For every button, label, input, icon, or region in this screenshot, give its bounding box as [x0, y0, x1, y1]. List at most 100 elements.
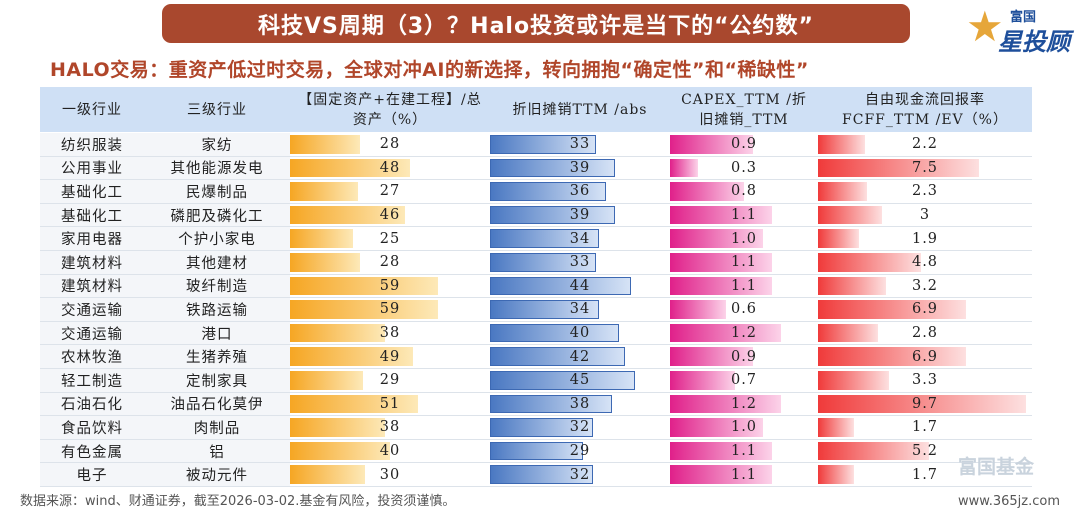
fixed-assets-cell: 48 [290, 156, 490, 181]
bar-fill [670, 394, 781, 414]
level3-industry-cell: 个护小家电 [144, 226, 290, 251]
level1-industry-cell: 建筑材料 [40, 250, 144, 275]
cell-value: 34 [569, 301, 591, 318]
bar-fill [670, 252, 772, 272]
cell-value: 1.1 [730, 443, 758, 460]
level1-industry-cell: 轻工制造 [40, 368, 144, 393]
table-row: 纺织服装 家纺 28 33 0.9 2.2 [40, 132, 1032, 157]
cell-value: 38 [569, 395, 591, 412]
table-row: 建筑材料 玻纤制造 59 44 1.1 3.2 [40, 274, 1032, 299]
level3-industry-cell: 港口 [144, 321, 290, 346]
cell-value: 29 [569, 443, 591, 460]
fcff-cell: 3 [818, 203, 1032, 228]
bar-fill [818, 300, 966, 319]
bar-fill [490, 276, 632, 296]
level1-industry-cell: 纺织服装 [40, 132, 144, 157]
bar-fill [818, 229, 859, 248]
bar-fill [818, 418, 855, 437]
bar-fill [670, 158, 698, 178]
bar-fill [818, 135, 866, 154]
header-level3: 三级行业 [144, 87, 290, 133]
header-capex-ratio: CAPEX_TTM /折旧摊销_TTM [670, 87, 818, 133]
cell-value: 46 [379, 207, 401, 224]
capex-ratio-cell: 0.8 [670, 179, 818, 204]
fixed-assets-cell: 25 [290, 226, 490, 251]
depreciation-cell: 36 [490, 179, 670, 204]
fcff-cell: 2.3 [818, 179, 1032, 204]
level1-industry-cell: 建筑材料 [40, 274, 144, 299]
bar-fill [290, 229, 353, 248]
bar-fill [818, 182, 868, 201]
bar-fill [670, 347, 754, 366]
cell-value: 32 [569, 466, 591, 483]
capex-ratio-cell: 1.1 [670, 274, 818, 299]
fcff-cell: 1.7 [818, 415, 1032, 440]
bar-fill [818, 158, 979, 178]
fcff-cell: 4.8 [818, 250, 1032, 275]
table-row: 基础化工 民爆制品 27 36 0.8 2.3 [40, 179, 1032, 204]
table-row: 交通运输 港口 38 40 1.2 2.8 [40, 321, 1032, 346]
depreciation-cell: 32 [490, 462, 670, 487]
cell-value: 30 [379, 466, 401, 483]
cell-value: 28 [379, 136, 401, 153]
bar-fill [290, 158, 410, 178]
cell-value: 44 [569, 277, 591, 294]
cell-value: 6.9 [911, 301, 939, 318]
bar-fill [290, 252, 360, 272]
cell-value: 3.3 [911, 372, 939, 389]
bar-fill [670, 465, 772, 484]
level1-industry-cell: 公用事业 [40, 156, 144, 181]
logo-top-text: 富国 [1010, 10, 1037, 25]
cell-value: 39 [569, 159, 591, 176]
level1-industry-cell: 交通运输 [40, 321, 144, 346]
page-title: 科技VS周期（3）？Halo投资或许是当下的“公约数” [257, 13, 814, 39]
depreciation-cell: 42 [490, 344, 670, 369]
bar-fill [490, 394, 613, 414]
capex-ratio-cell: 0.3 [670, 156, 818, 181]
bar-fill [670, 418, 763, 437]
level3-industry-cell: 油品石化莫伊 [144, 392, 290, 417]
level1-industry-cell: 交通运输 [40, 297, 144, 322]
bar-fill [818, 394, 1026, 414]
cell-value: 29 [379, 372, 401, 389]
header-fixed-assets: 【固定资产+在建工程】/总资产（%） [290, 87, 490, 133]
cell-value: 59 [379, 277, 401, 294]
level1-industry-cell: 基础化工 [40, 203, 144, 228]
table-row: 交通运输 铁路运输 59 34 0.6 6.9 [40, 297, 1032, 322]
cell-value: 0.8 [730, 183, 758, 200]
bar-fill [670, 300, 726, 319]
header-level1: 一级行业 [40, 87, 144, 133]
level3-industry-cell: 其他能源发电 [144, 156, 290, 181]
cell-value: 40 [569, 325, 591, 342]
fcff-cell: 3.2 [818, 274, 1032, 299]
cell-value: 1.2 [730, 325, 758, 342]
cell-value: 33 [569, 254, 591, 271]
capex-ratio-cell: 1.0 [670, 415, 818, 440]
depreciation-cell: 44 [490, 274, 670, 299]
fixed-assets-cell: 59 [290, 297, 490, 322]
cell-value: 1.0 [730, 419, 758, 436]
cell-value: 34 [569, 230, 591, 247]
level3-industry-cell: 肉制品 [144, 415, 290, 440]
level3-industry-cell: 生猪养殖 [144, 344, 290, 369]
capex-ratio-cell: 0.9 [670, 132, 818, 157]
bar-fill [818, 370, 889, 390]
cell-value: 32 [569, 419, 591, 436]
bar-fill [818, 465, 855, 484]
capex-ratio-cell: 0.7 [670, 368, 818, 393]
fixed-assets-cell: 59 [290, 274, 490, 299]
bar-fill [490, 441, 584, 461]
table-row: 电子 被动元件 30 32 1.1 1.7 [40, 462, 1032, 487]
table-row: 公用事业 其他能源发电 48 39 0.3 7.5 [40, 156, 1032, 181]
cell-value: 3.2 [911, 277, 939, 294]
cell-value: 6.9 [911, 348, 939, 365]
cell-value: 28 [379, 254, 401, 271]
depreciation-cell: 39 [490, 203, 670, 228]
source-note: 数据来源：wind、财通证券，截至2026-03-02.基金有风险，投资须谨慎。 [20, 494, 456, 509]
fcff-cell: 2.8 [818, 321, 1032, 346]
fcff-cell: 1.9 [818, 226, 1032, 251]
capex-ratio-cell: 1.1 [670, 462, 818, 487]
level1-industry-cell: 家用电器 [40, 226, 144, 251]
bar-fill [670, 323, 781, 343]
depreciation-cell: 29 [490, 439, 670, 464]
